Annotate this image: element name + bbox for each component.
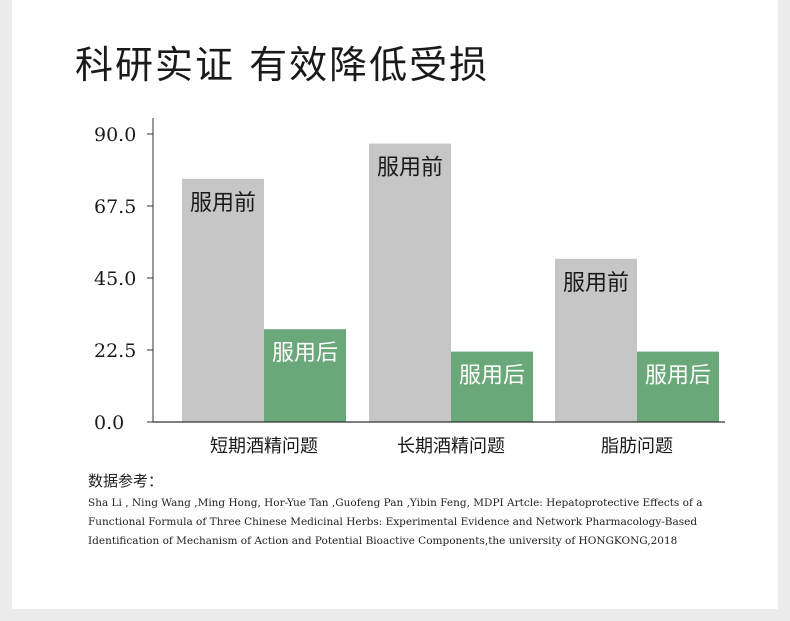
bar-label: 服用前 [190, 191, 256, 216]
x-category-label: 长期酒精问题 [397, 436, 505, 457]
bar [637, 351, 719, 422]
bar-label: 服用后 [459, 364, 525, 389]
bar [369, 143, 451, 422]
y-tick-label: 67.5 [94, 196, 136, 218]
bar [451, 351, 533, 422]
page-title: 科研实证 有效降低受损 [75, 43, 490, 87]
y-tick-label: 45.0 [94, 268, 136, 290]
x-category-label: 脂肪问题 [601, 436, 673, 457]
source-title: 数据参考： [88, 472, 164, 490]
y-tick-label: 0.0 [94, 412, 124, 434]
y-tick-label: 90.0 [94, 124, 136, 146]
y-tick-label: 22.5 [94, 340, 136, 362]
bar-label: 服用前 [377, 156, 443, 181]
bar-label: 服用前 [563, 271, 629, 296]
bar [555, 258, 637, 422]
bar [182, 178, 264, 422]
bar-label: 服用后 [272, 341, 338, 366]
source-citation: Sha Li , Ning Wang ,Ming Hong, Hor-Yue T… [88, 497, 703, 547]
bar-label: 服用后 [645, 364, 711, 389]
bar [264, 329, 346, 422]
x-category-label: 短期酒精问题 [210, 436, 318, 457]
